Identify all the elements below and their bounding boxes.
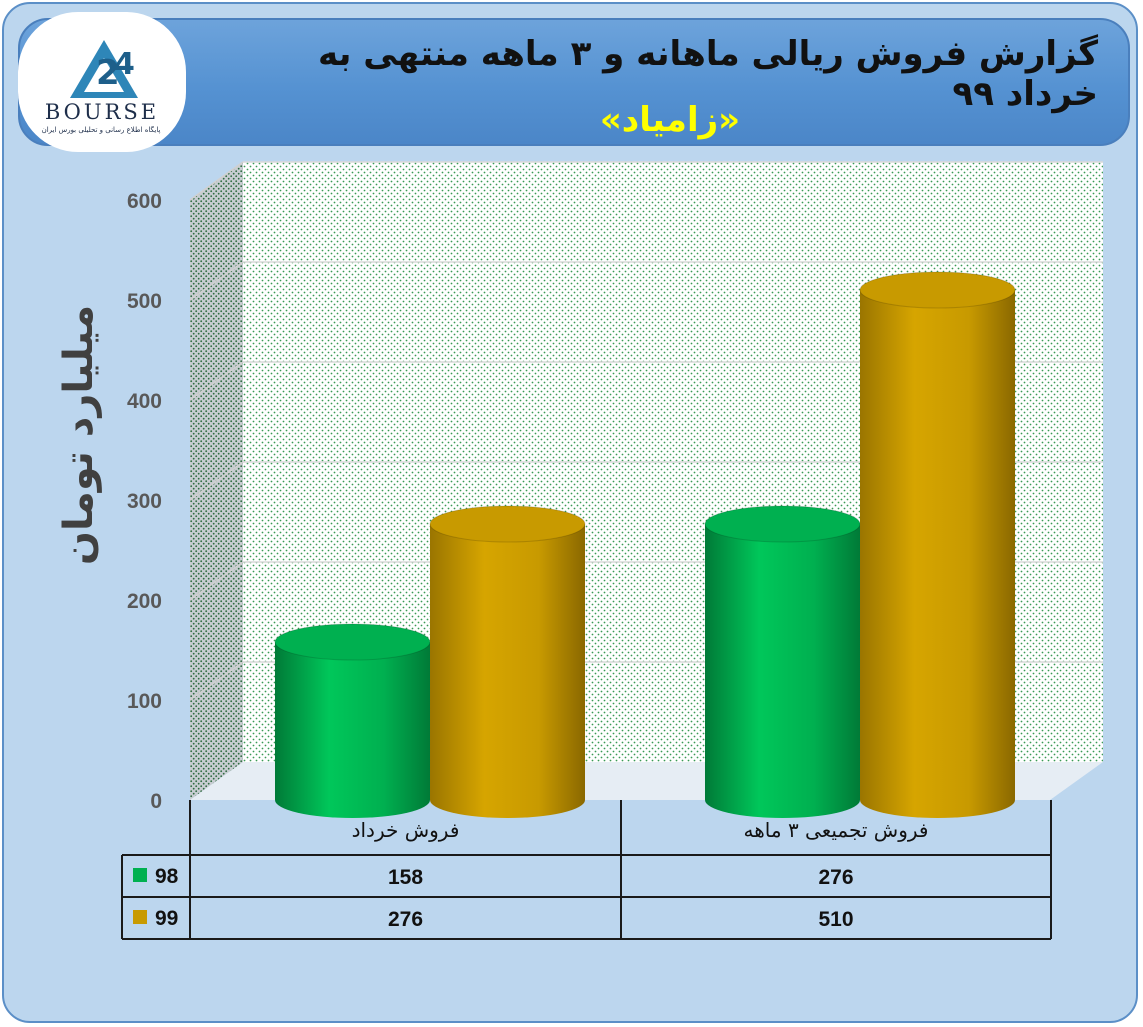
- table-cell: 276: [388, 908, 423, 931]
- table-cell: 510: [818, 908, 853, 931]
- grid-line-side: [189, 361, 244, 401]
- y-tick-label: 400: [127, 390, 162, 413]
- y-axis-label: میلیارد تومان: [56, 305, 102, 565]
- svg-text:4: 4: [114, 47, 135, 82]
- bourse24-logo: 2 4 BOURSE پایگاه اطلاع رسانی و تحلیلی ب…: [18, 12, 186, 152]
- table-cell: 276: [818, 866, 853, 889]
- y-tick-label: 500: [127, 290, 162, 313]
- y-axis-ticks: 0 100 200 300 400 500 600: [127, 190, 162, 813]
- y-tick-label: 600: [127, 190, 162, 213]
- grid-line-side: [189, 661, 244, 701]
- bar-body: [705, 524, 860, 819]
- table-cell: 158: [388, 866, 423, 889]
- bar-98-1: [704, 505, 861, 819]
- bar-top: [429, 505, 586, 543]
- category-label: فروش تجمیعی ۳ ماهه: [744, 818, 929, 842]
- grid-line-side: [189, 461, 244, 501]
- bar-98-0: [274, 623, 431, 819]
- legend-swatch-99: [133, 910, 147, 924]
- header-banner: گزارش فروش ریالی ماهانه و ۳ ماهه منتهی ب…: [18, 18, 1130, 146]
- y-tick-label: 300: [127, 490, 162, 513]
- logo-mark-icon: 2 4: [70, 40, 138, 98]
- y-tick-label: 0: [150, 790, 162, 813]
- y-tick-label: 200: [127, 590, 162, 613]
- bar-top: [274, 623, 431, 661]
- grid-line-side: [189, 161, 244, 201]
- bar-top: [859, 271, 1016, 309]
- legend-label-99: 99: [155, 907, 178, 930]
- bar-body: [860, 290, 1015, 819]
- logo-text: BOURSE: [44, 100, 160, 124]
- grid-line-side: [189, 561, 244, 601]
- bars: [274, 271, 1016, 819]
- grid-line-side: [189, 261, 244, 301]
- bar-top: [704, 505, 861, 543]
- chart-title: گزارش فروش ریالی ماهانه و ۳ ماهه منتهی ب…: [318, 34, 1098, 114]
- category-label: فروش خرداد: [352, 818, 460, 842]
- y-tick-label: 100: [127, 690, 162, 713]
- data-table: فروش خرداد فروش تجمیعی ۳ ماهه 98 158 276 99 27…: [121, 800, 1052, 940]
- bar-body: [275, 642, 430, 819]
- svg-text:2: 2: [96, 53, 120, 93]
- legend-label-98: 98: [155, 865, 179, 888]
- legend-swatch-98: [133, 868, 147, 882]
- bar-body: [430, 524, 585, 819]
- bar-99-0: [429, 505, 586, 819]
- logo-tagline: پایگاه اطلاع رسانی و تحلیلی بورس ایران: [41, 126, 161, 134]
- bar-99-1: [859, 271, 1016, 819]
- chart-subtitle: «زامیاد»: [599, 100, 741, 140]
